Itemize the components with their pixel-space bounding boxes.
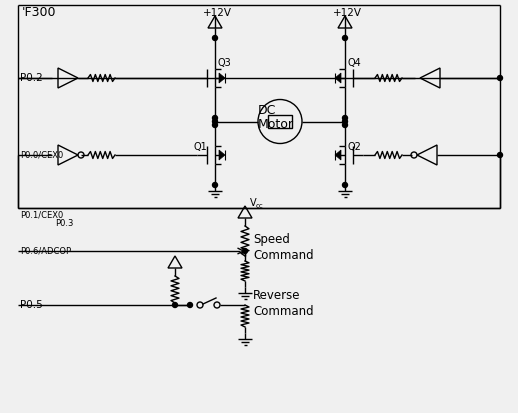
Text: Command: Command: [253, 305, 313, 318]
Text: cc: cc: [256, 203, 264, 209]
Polygon shape: [219, 150, 225, 160]
Text: DC: DC: [258, 104, 277, 116]
Circle shape: [188, 302, 193, 308]
Text: Q4: Q4: [347, 58, 361, 68]
Text: P0.2: P0.2: [20, 73, 43, 83]
Circle shape: [497, 76, 502, 81]
Circle shape: [212, 123, 218, 128]
Text: P0.0/CEX0: P0.0/CEX0: [20, 150, 63, 159]
Circle shape: [212, 183, 218, 188]
Text: P0.1/CEX0: P0.1/CEX0: [20, 211, 63, 220]
Text: Q2: Q2: [347, 142, 361, 152]
Circle shape: [212, 36, 218, 40]
Text: P0.3: P0.3: [55, 219, 74, 228]
Circle shape: [172, 302, 178, 308]
Circle shape: [212, 116, 218, 121]
Circle shape: [342, 119, 348, 124]
Text: Reverse: Reverse: [253, 289, 300, 302]
Text: V: V: [250, 198, 256, 208]
Circle shape: [342, 183, 348, 188]
Text: Motor: Motor: [258, 118, 294, 131]
Text: +12V: +12V: [203, 8, 232, 18]
Circle shape: [342, 36, 348, 40]
Text: +12V: +12V: [333, 8, 362, 18]
Text: Speed: Speed: [253, 233, 290, 246]
Circle shape: [212, 119, 218, 124]
Polygon shape: [219, 73, 225, 83]
Text: Q1: Q1: [193, 142, 207, 152]
Circle shape: [342, 123, 348, 128]
Text: Command: Command: [253, 249, 313, 262]
Text: Q3: Q3: [217, 58, 231, 68]
Circle shape: [342, 116, 348, 121]
Polygon shape: [335, 73, 341, 83]
Circle shape: [242, 249, 248, 254]
Circle shape: [497, 152, 502, 157]
Text: 'F300: 'F300: [22, 7, 56, 19]
Bar: [268, 115, 292, 128]
Text: P0.5: P0.5: [20, 300, 43, 310]
Polygon shape: [335, 150, 341, 160]
Text: P0.6/ADCOP: P0.6/ADCOP: [20, 247, 71, 256]
